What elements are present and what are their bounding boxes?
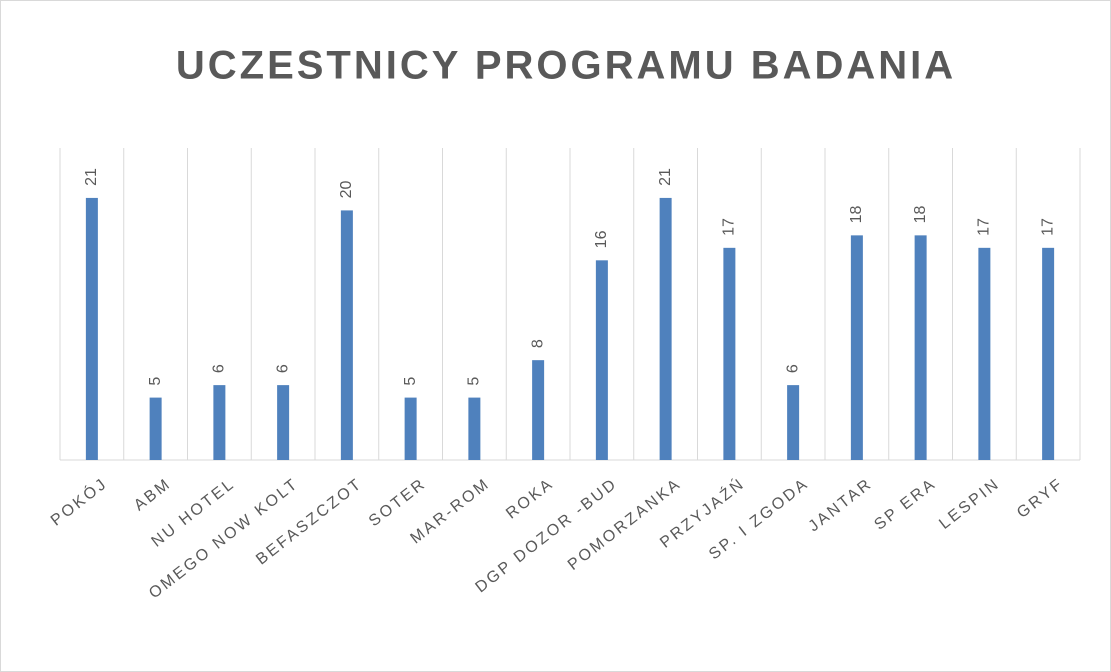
bar bbox=[277, 385, 290, 460]
data-label: 20 bbox=[338, 181, 355, 199]
bar bbox=[149, 397, 162, 460]
data-label: 5 bbox=[466, 377, 483, 386]
data-label: 17 bbox=[1039, 218, 1056, 236]
data-label: 21 bbox=[83, 168, 100, 186]
data-label: 17 bbox=[721, 218, 738, 236]
data-label: 18 bbox=[912, 205, 929, 223]
bar bbox=[850, 235, 863, 460]
data-label: 5 bbox=[147, 377, 164, 386]
data-label: 8 bbox=[529, 339, 546, 348]
bar bbox=[595, 260, 608, 460]
data-label: 18 bbox=[848, 205, 865, 223]
bar bbox=[468, 397, 481, 460]
bar bbox=[659, 197, 672, 461]
data-label: 17 bbox=[976, 218, 993, 236]
bar bbox=[404, 397, 417, 460]
bar bbox=[1042, 247, 1055, 460]
bar bbox=[85, 197, 98, 461]
bar bbox=[532, 360, 545, 460]
chart-title: UCZESTNICY PROGRAMU BADANIA bbox=[176, 44, 956, 88]
data-label: 5 bbox=[402, 377, 419, 386]
data-label: 6 bbox=[784, 364, 801, 373]
bar bbox=[723, 247, 736, 460]
bar bbox=[340, 210, 353, 460]
data-label: 6 bbox=[211, 364, 228, 373]
data-label: 21 bbox=[657, 168, 674, 186]
data-label: 16 bbox=[593, 230, 610, 248]
bar bbox=[787, 385, 800, 460]
bar bbox=[213, 385, 226, 460]
bar bbox=[914, 235, 927, 460]
bar bbox=[978, 247, 991, 460]
data-label: 6 bbox=[274, 364, 291, 373]
